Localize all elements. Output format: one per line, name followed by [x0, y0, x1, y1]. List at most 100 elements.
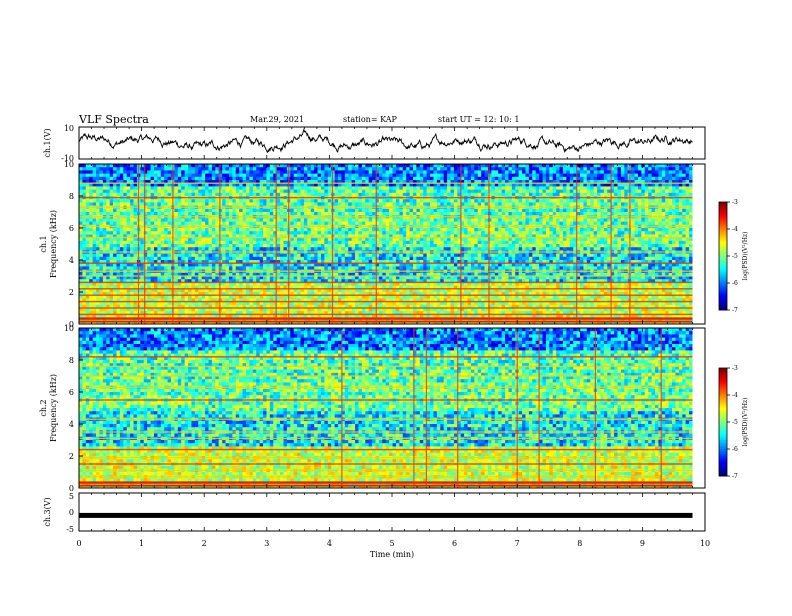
- ch1-spec-cell: [294, 218, 298, 222]
- ch1-spec-cell: [89, 209, 93, 213]
- ch1-spec-cell: [157, 174, 161, 178]
- ch1-spec-cell: [151, 186, 155, 190]
- ch1-spec-cell: [243, 218, 247, 222]
- ch1-spec-cell: [355, 244, 359, 248]
- ch1-spec-cell: [120, 190, 124, 194]
- ch1-spec-cell: [253, 209, 257, 213]
- ch1-spec-cell: [120, 174, 124, 178]
- ch1-spec-cell: [249, 228, 253, 232]
- ch1-spec-cell: [348, 193, 352, 197]
- ch1-spec-cell: [318, 190, 322, 194]
- ch1-spec-cell: [164, 190, 168, 194]
- ch1-spec-cell: [140, 209, 144, 213]
- ch1-spec-cell: [89, 257, 93, 261]
- ch1-spec-cell: [403, 254, 407, 258]
- ch1-spec-cell: [226, 164, 230, 168]
- ch1-spec-cell: [348, 170, 352, 174]
- ch1-spec-cell: [154, 231, 158, 235]
- ch1-spec-cell: [406, 254, 410, 258]
- ch1-spec-cell: [352, 254, 356, 258]
- ch1-spec-cell: [301, 202, 305, 206]
- ch1-spec-cell: [379, 186, 383, 190]
- ch1-spec-cell: [406, 209, 410, 213]
- ch1-spec-cell: [311, 231, 315, 235]
- ch1-spec-cell: [188, 218, 192, 222]
- ch1-spec-cell: [331, 254, 335, 258]
- ch1-spec-cell: [205, 241, 209, 245]
- ch1-spec-cell: [311, 202, 315, 206]
- ch1-spec-cell: [246, 266, 250, 270]
- ch1-spec-cell: [328, 241, 332, 245]
- ch1-spec-cell: [79, 218, 83, 222]
- ch1-spec-cell: [243, 228, 247, 232]
- ch1-spec-cell: [236, 257, 240, 261]
- ch1-spec-cell: [161, 212, 165, 216]
- ch1-spec-cell: [355, 193, 359, 197]
- ch1-spec-cell: [369, 212, 373, 216]
- ch1-spec-cell: [191, 199, 195, 203]
- ch1-spec-cell: [215, 164, 219, 168]
- ch1-spec-cell: [116, 209, 120, 213]
- ch1-spec-cell: [253, 247, 257, 251]
- ch1-spec-cell: [393, 222, 397, 226]
- ch1-spec-cell: [209, 167, 213, 171]
- ch1-spec-cell: [372, 170, 376, 174]
- ch1-spec-cell: [127, 212, 131, 216]
- ch1-spec-cell: [280, 244, 284, 248]
- ch1-spec-cell: [181, 254, 185, 258]
- ch1-spec-cell: [195, 193, 199, 197]
- ch1-spec-cell: [188, 231, 192, 235]
- ch1-spec-cell: [335, 164, 339, 168]
- ch1-spec-cell: [399, 202, 403, 206]
- ch1-spec-cell: [191, 222, 195, 226]
- ch1-spec-cell: [379, 209, 383, 213]
- ch1-spec-cell: [328, 177, 332, 181]
- ch1-spec-cell: [96, 170, 100, 174]
- ch1-spec-cell: [157, 241, 161, 245]
- ch1-spec-cell: [328, 257, 332, 261]
- ch1-spec-cell: [134, 247, 138, 251]
- ch1-spec-cell: [266, 199, 270, 203]
- ch1-spec-cell: [372, 222, 376, 226]
- ch1-spec-cell: [123, 174, 127, 178]
- ch1-spec-cell: [161, 186, 165, 190]
- ch1-spec-cell: [399, 212, 403, 216]
- ch1-spec-cell: [205, 193, 209, 197]
- ch1-spec-cell: [209, 174, 213, 178]
- ch1-spec-cell: [301, 244, 305, 248]
- ch1-spec-cell: [239, 170, 243, 174]
- ch1-spec-cell: [341, 222, 345, 226]
- ch1-spec-cell: [181, 218, 185, 222]
- ch1-spec-cell: [253, 164, 257, 168]
- ch1-spec-cell: [352, 174, 356, 178]
- ch1-spec-cell: [181, 228, 185, 232]
- ch1-spec-cell: [263, 266, 267, 270]
- ch1-spec-cell: [226, 218, 230, 222]
- ch1-spec-cell: [256, 202, 260, 206]
- ch1-spec-cell: [106, 164, 110, 168]
- ch1-spec-cell: [178, 247, 182, 251]
- ch1-spec-cell: [304, 193, 308, 197]
- ch1-spec-cell: [226, 177, 230, 181]
- ch1-spec-cell: [89, 231, 93, 235]
- ch1-spec-cell: [181, 199, 185, 203]
- ch1-spec-cell: [205, 247, 209, 251]
- ch1-spec-cell: [96, 257, 100, 261]
- ch1-spec-cell: [410, 202, 414, 206]
- ch1-spec-cell: [161, 218, 165, 222]
- ch1-spec-cell: [260, 254, 264, 258]
- ch1-spec-cell: [290, 202, 294, 206]
- ch1-spec-cell: [103, 228, 107, 232]
- ch1-spec-cell: [362, 170, 366, 174]
- ch1-spec-cell: [270, 257, 274, 261]
- ch1-spec-cell: [311, 170, 315, 174]
- ch1-spec-cell: [147, 186, 151, 190]
- ch1-spec-cell: [263, 257, 267, 261]
- ch1-spec-cell: [283, 244, 287, 248]
- ch1-spec-cell: [239, 193, 243, 197]
- ch1-spec-cell: [127, 164, 131, 168]
- ch1-spec-cell: [348, 218, 352, 222]
- ch1-spec-cell: [110, 202, 114, 206]
- ch1-spec-cell: [270, 228, 274, 232]
- ch1-spec-cell: [209, 244, 213, 248]
